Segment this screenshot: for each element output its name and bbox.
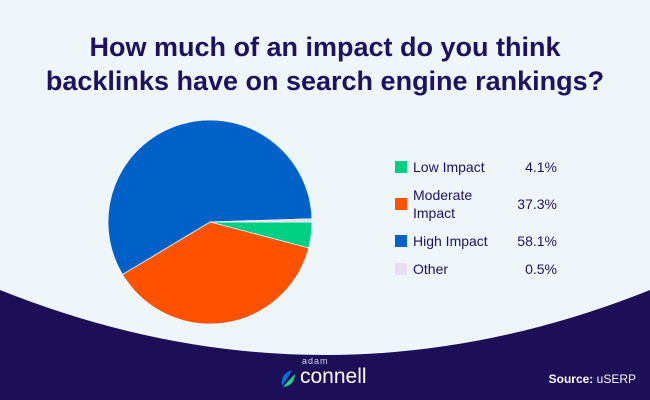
legend-item: Moderate Impact 37.3% — [395, 186, 557, 222]
legend-item: High Impact 58.1% — [395, 232, 557, 250]
pie-slice-other — [209, 218, 313, 223]
source-note: Source: uSERP — [549, 372, 636, 386]
legend-swatch — [395, 161, 407, 173]
legend-swatch — [395, 263, 407, 275]
title-line-2: backlinks have on search engine rankings… — [45, 66, 605, 96]
pie-slice-high-impact — [107, 119, 313, 276]
chart-title: How much of an impact do you think backl… — [0, 30, 650, 98]
brand-words: adam connell — [300, 356, 367, 388]
legend-swatch — [395, 235, 407, 247]
source-label: Source: — [548, 372, 594, 386]
brand-small: adam — [302, 356, 329, 366]
legend-value: 0.5% — [525, 261, 557, 277]
legend-label: High Impact — [413, 233, 488, 249]
legend-item: Other 0.5% — [395, 260, 557, 278]
legend-label: Moderate Impact — [413, 187, 473, 221]
pie-slice-moderate-impact — [121, 221, 310, 325]
legend-item: Low Impact 4.1% — [395, 158, 557, 176]
source-value: uSERP — [596, 372, 636, 386]
brand-name: connell — [300, 365, 367, 388]
legend-value: 58.1% — [517, 233, 557, 249]
legend-label: Low Impact — [413, 159, 485, 175]
adam-connell-logo: adam connell — [280, 356, 367, 388]
legend-value: 37.3% — [517, 196, 557, 212]
legend-label: Other — [413, 261, 449, 277]
legend: Low Impact 4.1% Moderate Impact 37.3% High I… — [395, 158, 557, 288]
legend-value: 4.1% — [525, 159, 557, 175]
title-line-1: How much of an impact do you think — [89, 32, 561, 62]
legend-swatch — [395, 198, 407, 210]
leaf-logo-icon — [281, 370, 295, 387]
